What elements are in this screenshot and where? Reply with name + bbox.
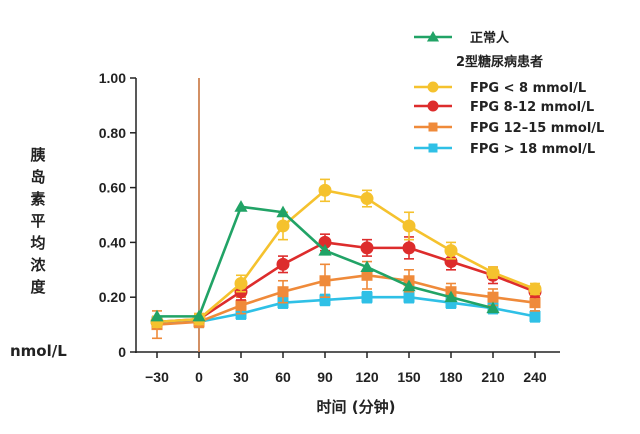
legend-marker bbox=[427, 81, 439, 93]
x-tick-label: 210 bbox=[481, 369, 505, 385]
data-point bbox=[529, 310, 541, 322]
legend-marker bbox=[428, 122, 438, 132]
x-axis-label: 时间 (分钟) bbox=[317, 398, 396, 416]
y-axis-label-char: 均 bbox=[30, 234, 45, 252]
x-tick-label: 90 bbox=[317, 369, 333, 385]
y-tick-label: 0.40 bbox=[99, 234, 126, 250]
series-line bbox=[156, 273, 536, 326]
data-point bbox=[318, 244, 332, 256]
y-tick-label: 0 bbox=[118, 344, 126, 360]
data-point bbox=[319, 294, 331, 306]
data-point bbox=[150, 309, 164, 322]
y-axis-ticks: 0 0.20 0.40 0.60 0.80 1.00 bbox=[99, 70, 136, 360]
y-tick-label: 0.60 bbox=[99, 180, 126, 196]
legend-label: FPG < 8 mmol/L bbox=[470, 81, 586, 96]
data-point bbox=[360, 192, 374, 206]
data-point bbox=[277, 286, 289, 298]
y-axis-label-char: 平 bbox=[30, 212, 45, 230]
y-axis-label-char: 岛 bbox=[30, 168, 45, 186]
legend-label: FPG 8-12 mmol/L bbox=[470, 100, 594, 115]
series-layer bbox=[150, 178, 542, 340]
data-point bbox=[234, 277, 248, 290]
data-point bbox=[487, 291, 499, 303]
series-0 bbox=[150, 200, 500, 322]
legend-marker bbox=[427, 100, 439, 112]
data-point bbox=[444, 244, 458, 258]
data-point bbox=[192, 309, 206, 322]
y-tick-label: 0.80 bbox=[99, 125, 126, 141]
data-point bbox=[361, 269, 373, 281]
x-tick-label: 150 bbox=[397, 369, 421, 385]
y-axis-label-char: 素 bbox=[30, 190, 45, 208]
series-2 bbox=[150, 233, 542, 329]
data-point bbox=[235, 299, 247, 311]
data-point bbox=[444, 290, 458, 303]
legend-marker bbox=[426, 30, 440, 42]
data-point bbox=[445, 297, 457, 309]
x-tick-label: 120 bbox=[355, 369, 379, 385]
legend-label: 正常人 bbox=[470, 30, 510, 46]
series-line bbox=[156, 189, 536, 324]
data-point bbox=[318, 235, 332, 249]
x-tick-label: 30 bbox=[233, 369, 249, 385]
data-point bbox=[402, 241, 416, 255]
x-tick-label: −30 bbox=[145, 369, 169, 385]
data-point bbox=[360, 241, 374, 255]
data-point bbox=[319, 275, 331, 287]
x-tick-label: 0 bbox=[195, 369, 203, 385]
series-line bbox=[157, 295, 536, 324]
data-point bbox=[529, 297, 541, 309]
legend-label: FPG 12–15 mmol/L bbox=[470, 121, 604, 136]
axes bbox=[135, 78, 560, 353]
data-point bbox=[528, 282, 542, 296]
y-axis-label-char: 胰 bbox=[30, 146, 45, 164]
x-tick-label: 240 bbox=[523, 369, 547, 385]
y-axis-label-char: 浓 bbox=[30, 256, 46, 274]
data-point bbox=[234, 200, 248, 212]
y-axis-label-char: 度 bbox=[30, 278, 46, 296]
x-axis-ticks: −30 0 30 60 90 120 150 180 210 240 bbox=[145, 352, 547, 385]
data-point bbox=[403, 291, 415, 303]
data-point bbox=[360, 260, 374, 273]
data-point bbox=[486, 266, 500, 280]
x-tick-label: 180 bbox=[439, 369, 463, 385]
legend-group-label: 2型糖尿病患者 bbox=[456, 54, 543, 70]
legend-marker bbox=[428, 143, 438, 153]
y-tick-label: 0.20 bbox=[99, 289, 126, 305]
x-tick-label: 60 bbox=[275, 369, 291, 385]
legend: 正常人 2型糖尿病患者 FPG < 8 mmol/L FPG 8-12 mmol/L F… bbox=[414, 30, 604, 157]
y-axis-unit: nmol/L bbox=[10, 342, 67, 360]
series-1 bbox=[150, 178, 542, 329]
data-point bbox=[361, 291, 373, 303]
data-point bbox=[276, 257, 290, 271]
legend-label: FPG > 18 mmol/L bbox=[470, 142, 595, 157]
data-point bbox=[486, 301, 500, 314]
data-point bbox=[402, 279, 416, 292]
y-tick-label: 1.00 bbox=[99, 70, 126, 86]
data-point bbox=[276, 205, 290, 218]
data-point bbox=[276, 219, 290, 233]
data-point bbox=[402, 219, 416, 233]
series-line bbox=[156, 241, 536, 324]
data-point bbox=[318, 183, 332, 197]
